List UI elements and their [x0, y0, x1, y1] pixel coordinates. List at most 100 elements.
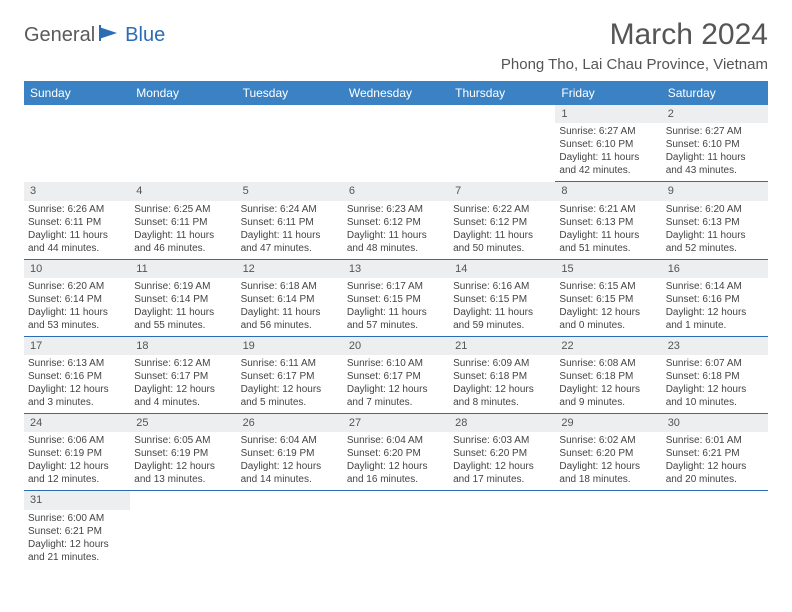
- day-detail-cell: [130, 510, 236, 568]
- daylight-text: Daylight: 11 hours and 48 minutes.: [347, 229, 445, 255]
- sunrise-text: Sunrise: 6:06 AM: [28, 434, 126, 447]
- sunrise-text: Sunrise: 6:22 AM: [453, 203, 551, 216]
- day-number-cell: 19: [237, 336, 343, 355]
- weekday-header: Tuesday: [237, 81, 343, 105]
- sunrise-text: Sunrise: 6:19 AM: [134, 280, 232, 293]
- daylight-text: Daylight: 11 hours and 43 minutes.: [666, 151, 764, 177]
- sunrise-text: Sunrise: 6:12 AM: [134, 357, 232, 370]
- day-detail-cell: Sunrise: 6:20 AMSunset: 6:14 PMDaylight:…: [24, 278, 130, 337]
- sunrise-text: Sunrise: 6:04 AM: [347, 434, 445, 447]
- day-number-cell: 18: [130, 336, 236, 355]
- sunrise-text: Sunrise: 6:24 AM: [241, 203, 339, 216]
- day-number-cell: [237, 105, 343, 123]
- sunrise-text: Sunrise: 6:04 AM: [241, 434, 339, 447]
- daylight-text: Daylight: 11 hours and 50 minutes.: [453, 229, 551, 255]
- weekday-header: Thursday: [449, 81, 555, 105]
- logo-text-2: Blue: [125, 24, 165, 47]
- sunrise-text: Sunrise: 6:27 AM: [666, 125, 764, 138]
- daylight-text: Daylight: 12 hours and 4 minutes.: [134, 383, 232, 409]
- day-number-cell: 11: [130, 259, 236, 278]
- day-detail-cell: [237, 123, 343, 182]
- day-detail-cell: [24, 123, 130, 182]
- weekday-header: Friday: [555, 81, 661, 105]
- day-number-cell: 14: [449, 259, 555, 278]
- day-number-cell: 27: [343, 414, 449, 433]
- day-detail-cell: [343, 510, 449, 568]
- day-number-cell: [130, 105, 236, 123]
- sunset-text: Sunset: 6:10 PM: [666, 138, 764, 151]
- day-detail-cell: Sunrise: 6:19 AMSunset: 6:14 PMDaylight:…: [130, 278, 236, 337]
- daylight-text: Daylight: 12 hours and 16 minutes.: [347, 460, 445, 486]
- sunrise-text: Sunrise: 6:03 AM: [453, 434, 551, 447]
- sunset-text: Sunset: 6:11 PM: [28, 216, 126, 229]
- day-detail-cell: Sunrise: 6:06 AMSunset: 6:19 PMDaylight:…: [24, 432, 130, 491]
- day-detail-cell: Sunrise: 6:21 AMSunset: 6:13 PMDaylight:…: [555, 201, 661, 260]
- day-detail-cell: Sunrise: 6:05 AMSunset: 6:19 PMDaylight:…: [130, 432, 236, 491]
- day-detail-cell: Sunrise: 6:12 AMSunset: 6:17 PMDaylight:…: [130, 355, 236, 414]
- day-number-cell: [24, 105, 130, 123]
- sunrise-text: Sunrise: 6:05 AM: [134, 434, 232, 447]
- daylight-text: Daylight: 11 hours and 46 minutes.: [134, 229, 232, 255]
- sunset-text: Sunset: 6:17 PM: [347, 370, 445, 383]
- day-number-cell: 25: [130, 414, 236, 433]
- daylight-text: Daylight: 12 hours and 21 minutes.: [28, 538, 126, 564]
- sunset-text: Sunset: 6:15 PM: [559, 293, 657, 306]
- day-detail-cell: Sunrise: 6:02 AMSunset: 6:20 PMDaylight:…: [555, 432, 661, 491]
- day-number-cell: [662, 491, 768, 510]
- daylight-text: Daylight: 12 hours and 0 minutes.: [559, 306, 657, 332]
- day-number-cell: 1: [555, 105, 661, 123]
- sunset-text: Sunset: 6:13 PM: [559, 216, 657, 229]
- day-detail-cell: Sunrise: 6:11 AMSunset: 6:17 PMDaylight:…: [237, 355, 343, 414]
- day-number-cell: 7: [449, 182, 555, 201]
- title-block: March 2024 Phong Tho, Lai Chau Province,…: [501, 18, 768, 73]
- day-detail-cell: Sunrise: 6:03 AMSunset: 6:20 PMDaylight:…: [449, 432, 555, 491]
- daylight-text: Daylight: 11 hours and 51 minutes.: [559, 229, 657, 255]
- day-number-cell: [555, 491, 661, 510]
- sunrise-text: Sunrise: 6:01 AM: [666, 434, 764, 447]
- daylight-text: Daylight: 11 hours and 55 minutes.: [134, 306, 232, 332]
- day-number-cell: 29: [555, 414, 661, 433]
- day-number-cell: 2: [662, 105, 768, 123]
- day-detail-cell: Sunrise: 6:13 AMSunset: 6:16 PMDaylight:…: [24, 355, 130, 414]
- day-number-cell: 17: [24, 336, 130, 355]
- day-number-cell: 24: [24, 414, 130, 433]
- sunrise-text: Sunrise: 6:25 AM: [134, 203, 232, 216]
- daylight-text: Daylight: 12 hours and 3 minutes.: [28, 383, 126, 409]
- day-number-cell: 20: [343, 336, 449, 355]
- day-number-cell: 9: [662, 182, 768, 201]
- weekday-header: Wednesday: [343, 81, 449, 105]
- sunrise-text: Sunrise: 6:23 AM: [347, 203, 445, 216]
- sunrise-text: Sunrise: 6:15 AM: [559, 280, 657, 293]
- day-number-cell: 26: [237, 414, 343, 433]
- daylight-text: Daylight: 12 hours and 7 minutes.: [347, 383, 445, 409]
- location: Phong Tho, Lai Chau Province, Vietnam: [501, 56, 768, 73]
- day-detail-cell: Sunrise: 6:00 AMSunset: 6:21 PMDaylight:…: [24, 510, 130, 568]
- day-detail-cell: [130, 123, 236, 182]
- day-number-cell: 13: [343, 259, 449, 278]
- sunset-text: Sunset: 6:20 PM: [453, 447, 551, 460]
- day-detail-cell: Sunrise: 6:15 AMSunset: 6:15 PMDaylight:…: [555, 278, 661, 337]
- sunset-text: Sunset: 6:17 PM: [241, 370, 339, 383]
- day-number-cell: [237, 491, 343, 510]
- day-number-cell: 21: [449, 336, 555, 355]
- day-number-cell: [130, 491, 236, 510]
- sunrise-text: Sunrise: 6:09 AM: [453, 357, 551, 370]
- day-detail-cell: Sunrise: 6:22 AMSunset: 6:12 PMDaylight:…: [449, 201, 555, 260]
- daylight-text: Daylight: 12 hours and 5 minutes.: [241, 383, 339, 409]
- sunset-text: Sunset: 6:17 PM: [134, 370, 232, 383]
- daylight-text: Daylight: 11 hours and 44 minutes.: [28, 229, 126, 255]
- day-detail-cell: Sunrise: 6:16 AMSunset: 6:15 PMDaylight:…: [449, 278, 555, 337]
- day-detail-cell: [237, 510, 343, 568]
- daylight-text: Daylight: 12 hours and 12 minutes.: [28, 460, 126, 486]
- day-number-cell: 31: [24, 491, 130, 510]
- day-detail-cell: Sunrise: 6:01 AMSunset: 6:21 PMDaylight:…: [662, 432, 768, 491]
- sunrise-text: Sunrise: 6:20 AM: [666, 203, 764, 216]
- day-number-cell: 6: [343, 182, 449, 201]
- sunset-text: Sunset: 6:21 PM: [28, 525, 126, 538]
- daylight-text: Daylight: 12 hours and 10 minutes.: [666, 383, 764, 409]
- day-detail-cell: Sunrise: 6:25 AMSunset: 6:11 PMDaylight:…: [130, 201, 236, 260]
- day-detail-cell: Sunrise: 6:27 AMSunset: 6:10 PMDaylight:…: [662, 123, 768, 182]
- logo-text-1: General: [24, 24, 95, 47]
- day-number-cell: 10: [24, 259, 130, 278]
- day-number-cell: 23: [662, 336, 768, 355]
